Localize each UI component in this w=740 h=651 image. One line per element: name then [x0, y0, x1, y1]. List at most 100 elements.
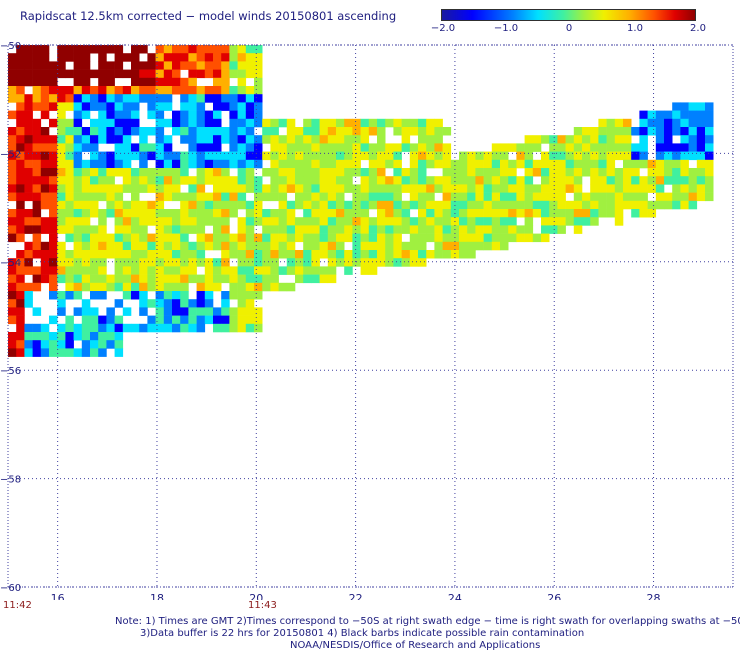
data-cell — [90, 94, 99, 103]
data-cell — [204, 110, 214, 120]
data-cell — [524, 225, 534, 234]
data-cell — [131, 233, 140, 243]
data-cell — [147, 241, 156, 251]
data-cell — [705, 127, 714, 136]
data-cell — [237, 135, 247, 144]
data-cell — [254, 192, 263, 202]
data-cell — [295, 217, 304, 226]
data-cell — [122, 266, 132, 275]
data-cell — [254, 45, 263, 54]
lon-tick-label: 18 — [150, 592, 164, 600]
data-cell — [245, 225, 255, 234]
data-cell — [16, 159, 25, 169]
data-cell — [147, 209, 156, 218]
data-cell — [106, 102, 115, 111]
data-cell — [40, 258, 50, 267]
data-cell — [426, 184, 435, 193]
data-cell — [221, 315, 230, 325]
data-cell — [450, 184, 460, 193]
data-cell — [196, 307, 206, 316]
lat-tick-label: −50 — [0, 41, 21, 52]
data-cell — [122, 209, 132, 218]
data-cell — [114, 53, 124, 62]
data-cell — [122, 307, 132, 316]
data-cell — [188, 102, 197, 111]
data-cell — [565, 176, 575, 185]
data-cell — [16, 86, 25, 95]
data-cell — [623, 135, 632, 144]
data-cell — [311, 192, 320, 202]
data-cell — [155, 45, 165, 54]
data-cell — [73, 159, 83, 169]
data-cell — [319, 217, 329, 226]
data-cell — [311, 258, 320, 267]
data-cell — [180, 102, 189, 111]
data-cell — [631, 151, 640, 161]
data-cell — [213, 143, 222, 152]
data-cell — [229, 159, 238, 169]
data-cell — [131, 323, 140, 333]
data-cell — [352, 168, 361, 177]
data-cell — [180, 209, 189, 218]
data-cell — [500, 159, 509, 169]
data-cell — [491, 217, 501, 226]
data-cell — [516, 209, 525, 218]
data-cell — [303, 217, 312, 226]
data-cell — [237, 241, 247, 251]
data-cell — [65, 176, 74, 185]
data-cell — [327, 217, 337, 226]
data-cell — [204, 299, 214, 308]
data-cell — [131, 209, 140, 218]
data-cell — [131, 250, 140, 259]
data-cell — [147, 217, 156, 226]
data-cell — [327, 225, 337, 234]
data-cell — [229, 307, 238, 316]
data-cell — [541, 200, 550, 210]
data-cell — [106, 274, 115, 284]
data-cell — [631, 176, 640, 185]
data-cell — [90, 307, 99, 316]
data-cell — [16, 315, 25, 325]
data-cell — [221, 77, 230, 87]
data-cell — [385, 184, 394, 193]
data-cell — [188, 77, 197, 87]
data-cell — [426, 159, 435, 169]
data-cell — [188, 274, 197, 284]
data-cell — [278, 200, 288, 210]
data-cell — [623, 151, 632, 161]
data-cell — [245, 143, 255, 152]
data-cell — [65, 233, 74, 243]
data-cell — [32, 332, 42, 341]
data-cell — [131, 151, 140, 161]
data-cell — [81, 61, 91, 70]
data-cell — [49, 94, 58, 103]
data-cell — [57, 209, 66, 218]
data-cell — [254, 143, 263, 152]
data-cell — [442, 200, 452, 210]
lat-tick-label: −58 — [0, 475, 21, 486]
data-cell — [573, 217, 583, 226]
data-cell — [16, 233, 25, 243]
data-cell — [434, 176, 443, 185]
data-cell — [131, 69, 140, 79]
data-cell — [221, 291, 230, 300]
data-cell — [90, 323, 99, 333]
data-cell — [524, 151, 534, 161]
data-cell — [24, 77, 33, 87]
data-cell — [172, 45, 181, 54]
data-cell — [254, 250, 263, 259]
data-cell — [278, 168, 288, 177]
data-cell — [81, 168, 91, 177]
data-cell — [81, 217, 91, 226]
data-cell — [696, 143, 706, 152]
data-cell — [229, 86, 238, 95]
data-cell — [426, 192, 435, 202]
data-cell — [131, 274, 140, 284]
data-cell — [188, 118, 197, 128]
data-cell — [8, 217, 17, 226]
data-cell — [32, 192, 42, 202]
data-cell — [319, 168, 329, 177]
data-cell — [573, 151, 583, 161]
data-cell — [106, 200, 115, 210]
data-cell — [262, 258, 271, 267]
